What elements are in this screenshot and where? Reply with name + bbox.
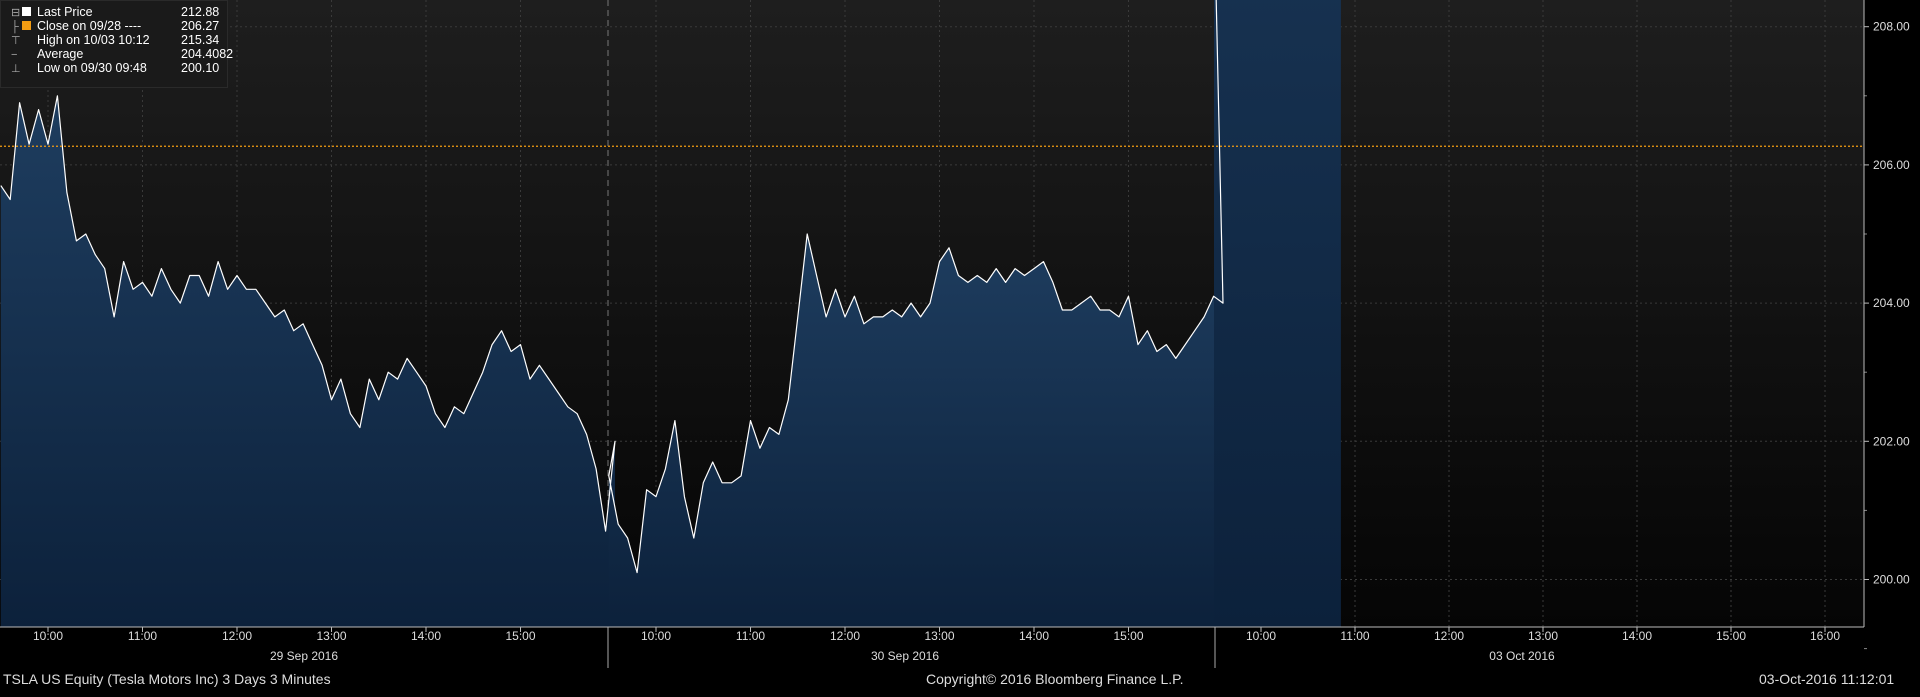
price-area-fill bbox=[1214, 0, 1341, 627]
y-tick-label: 208.00 bbox=[1873, 20, 1910, 34]
x-tick-label: 11:00 bbox=[736, 629, 765, 643]
legend-item-high[interactable]: ⊤ High on 10/03 10:12 215.34 bbox=[11, 33, 225, 47]
x-tick-label: 10:00 bbox=[33, 629, 63, 643]
legend-label: Last Price bbox=[37, 5, 93, 19]
x-tick-label: 12:00 bbox=[222, 629, 252, 643]
x-tick-label: 13:00 bbox=[924, 629, 954, 643]
y-tick-label: 202.00 bbox=[1873, 434, 1910, 448]
x-tick-label: 15:00 bbox=[1716, 629, 1746, 643]
x-tick-label: 13:00 bbox=[316, 629, 346, 643]
low-marker-icon: ⊥ bbox=[11, 63, 21, 75]
x-date-label: 29 Sep 2016 bbox=[270, 649, 338, 663]
close-swatch bbox=[22, 21, 31, 30]
footer-security-description: TSLA US Equity (Tesla Motors Inc) 3 Days… bbox=[3, 671, 331, 687]
legend-value: 200.10 bbox=[181, 61, 220, 75]
collapse-icon[interactable]: ⊟ bbox=[11, 7, 21, 19]
price-area-fill bbox=[0, 95, 616, 628]
legend-value: 204.4082 bbox=[181, 47, 234, 61]
x-tick-label: 14:00 bbox=[411, 629, 441, 643]
x-tick-label: 13:00 bbox=[1528, 629, 1558, 643]
legend-value: 215.34 bbox=[181, 33, 220, 47]
footer-timestamp: 03-Oct-2016 11:12:01 bbox=[1759, 671, 1895, 687]
high-marker-icon: ⊤ bbox=[11, 35, 21, 47]
legend-item-average[interactable]: − Average 204.4082 bbox=[11, 47, 233, 61]
legend-value: 206.27 bbox=[181, 19, 220, 33]
legend: ⊟ Last Price 212.88 ├ Close on 09/28 ---… bbox=[0, 0, 233, 88]
legend-item-last-price[interactable]: ⊟ Last Price 212.88 bbox=[11, 5, 225, 19]
price-area-fill bbox=[608, 234, 1223, 627]
x-tick-label: 15:00 bbox=[505, 629, 535, 643]
legend-label: Average bbox=[37, 47, 84, 61]
tree-branch-icon: ├ bbox=[11, 21, 19, 33]
x-date-label: 30 Sep 2016 bbox=[871, 649, 939, 663]
y-tick-label: 206.00 bbox=[1873, 158, 1910, 172]
x-tick-label: 10:00 bbox=[1246, 629, 1276, 643]
legend-value: 212.88 bbox=[181, 5, 220, 19]
footer-copyright: Copyright© 2016 Bloomberg Finance L.P. bbox=[926, 671, 1184, 687]
legend-label: Close on 09/28 ---- bbox=[37, 19, 142, 33]
average-marker-icon: − bbox=[11, 49, 18, 61]
y-tick-label: 204.00 bbox=[1873, 296, 1910, 310]
axis-layer: 200.00202.00204.00206.00208.00210.00212.… bbox=[0, 0, 1910, 668]
x-tick-label: 11:00 bbox=[128, 629, 157, 643]
x-tick-label: 10:00 bbox=[641, 629, 671, 643]
price-line bbox=[0, 0, 1224, 574]
legend-label: Low on 09/30 09:48 bbox=[37, 61, 147, 75]
x-tick-label: 14:00 bbox=[1622, 629, 1652, 643]
x-date-label: 03 Oct 2016 bbox=[1489, 649, 1555, 663]
last-price-swatch bbox=[22, 7, 31, 16]
x-tick-label: 16:00 bbox=[1810, 629, 1840, 643]
x-tick-label: 14:00 bbox=[1019, 629, 1049, 643]
legend-item-low[interactable]: ⊥ Low on 09/30 09:48 200.10 bbox=[11, 61, 225, 75]
x-tick-label: 11:00 bbox=[1340, 629, 1369, 643]
area-layer bbox=[0, 0, 1341, 628]
y-tick-label: 200.00 bbox=[1873, 573, 1910, 587]
legend-item-close[interactable]: ├ Close on 09/28 ---- 206.27 bbox=[11, 19, 225, 33]
x-tick-label: 12:00 bbox=[830, 629, 860, 643]
legend-label: High on 10/03 10:12 bbox=[37, 33, 150, 47]
x-tick-label: 15:00 bbox=[1113, 629, 1143, 643]
x-tick-label: 12:00 bbox=[1434, 629, 1464, 643]
